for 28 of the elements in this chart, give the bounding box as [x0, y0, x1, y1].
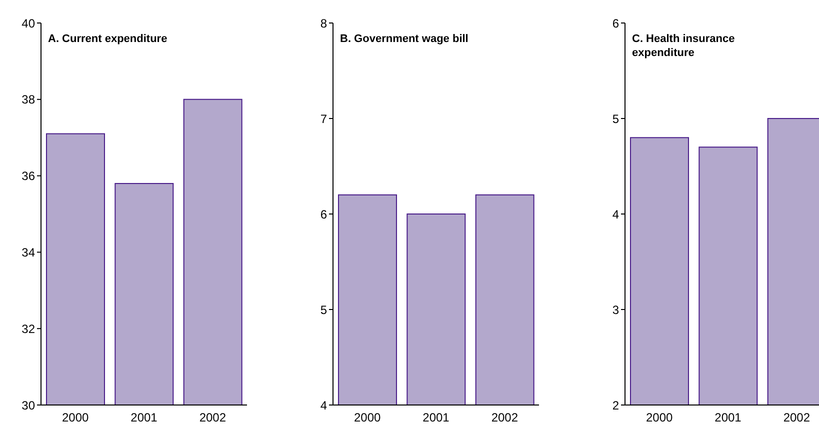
y-tick-label: 4 [320, 398, 328, 412]
y-tick-label: 36 [22, 169, 36, 184]
y-tick-label: 30 [22, 398, 36, 412]
x-tick-label: 2002 [491, 410, 518, 425]
y-tick-label: 2 [612, 398, 620, 412]
y-tick-label: 34 [22, 245, 36, 260]
x-tick-label: 2000 [62, 410, 90, 425]
y-tick-label: 38 [22, 92, 36, 107]
x-tick-label: 2001 [714, 410, 742, 425]
y-tick-label: 3 [612, 302, 620, 317]
x-tick-label: 2001 [130, 410, 158, 425]
x-tick-label: 2001 [422, 410, 450, 425]
text: C. Health insurance expenditure [632, 32, 736, 60]
x-tick-label: 2002 [783, 410, 810, 425]
y-tick-label: 5 [612, 112, 620, 126]
y-tick-label: 32 [22, 322, 36, 336]
y-tick-label: 6 [612, 16, 620, 30]
text: A. Current expenditure [48, 32, 168, 46]
x-tick-label: 2000 [354, 410, 382, 425]
y-tick-label: 40 [22, 16, 36, 30]
x-tick-label: 2000 [646, 410, 674, 425]
text: B. Government wage bill [340, 32, 470, 46]
y-tick-label: 8 [320, 16, 328, 30]
x-tick-label: 2002 [199, 410, 226, 425]
y-tick-label: 5 [320, 302, 328, 317]
y-tick-label: 6 [320, 207, 328, 222]
y-tick-label: 4 [612, 207, 620, 222]
y-tick-label: 7 [320, 112, 328, 126]
